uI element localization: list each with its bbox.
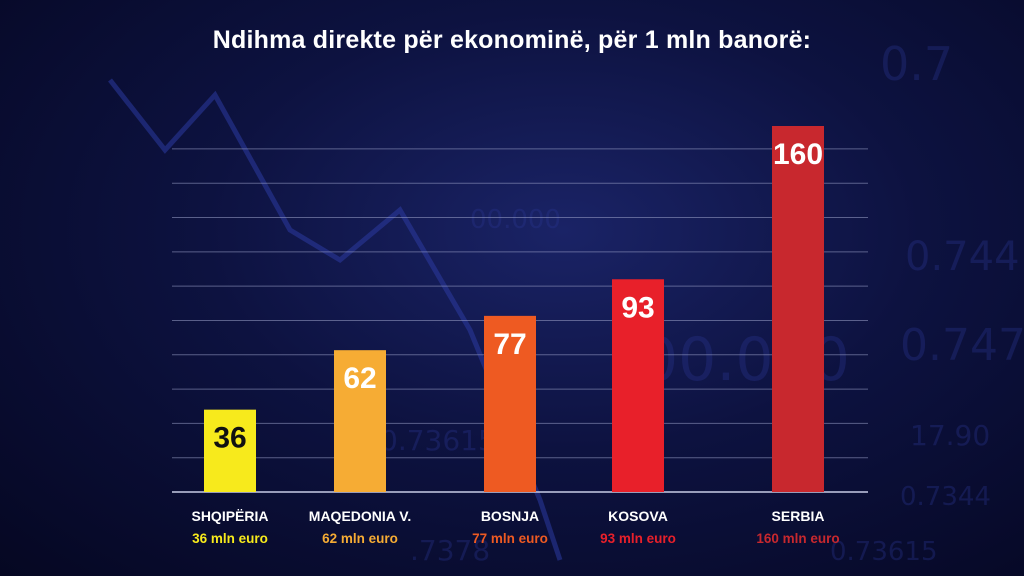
svg-text:0.73615: 0.73615	[380, 424, 496, 457]
svg-text:0.7344: 0.7344	[900, 482, 991, 512]
bar-value-label: 93	[621, 291, 654, 324]
svg-text:17.90: 17.90	[910, 419, 990, 452]
svg-text:00.000: 00.000	[470, 205, 561, 235]
bar-value-label: 36	[213, 422, 246, 455]
bar-value-label: 77	[493, 328, 526, 361]
category-sublabel: 93 mln euro	[600, 531, 676, 546]
category-sublabel: 62 mln euro	[322, 531, 398, 546]
category-label: MAQEDONIA V.	[309, 508, 411, 524]
bar-value-label: 160	[773, 138, 823, 171]
bar-5	[772, 126, 824, 492]
svg-text:0.747: 0.747	[900, 320, 1024, 371]
category-label: KOSOVA	[608, 508, 668, 524]
category-label: SHQIPËRIA	[191, 508, 268, 524]
svg-text:0.7: 0.7	[880, 37, 953, 91]
bar-3	[484, 315, 536, 492]
category-sublabel: 36 mln euro	[192, 531, 268, 546]
bar-value-label: 62	[343, 362, 376, 395]
category-label: BOSNJA	[481, 508, 539, 524]
bar-1	[204, 409, 256, 492]
svg-text:0.73615: 0.73615	[830, 537, 938, 567]
category-label: SERBIA	[772, 508, 825, 524]
bar-2	[334, 350, 386, 492]
svg-text:.7378: .7378	[410, 534, 490, 567]
category-sublabel: 160 mln euro	[756, 531, 839, 546]
chart-title: Ndihma direkte për ekonominë, për 1 mln …	[212, 26, 812, 54]
bar-4	[612, 279, 664, 492]
svg-text:0.744: 0.744	[905, 234, 1020, 280]
category-sublabel: 77 mln euro	[472, 531, 548, 546]
